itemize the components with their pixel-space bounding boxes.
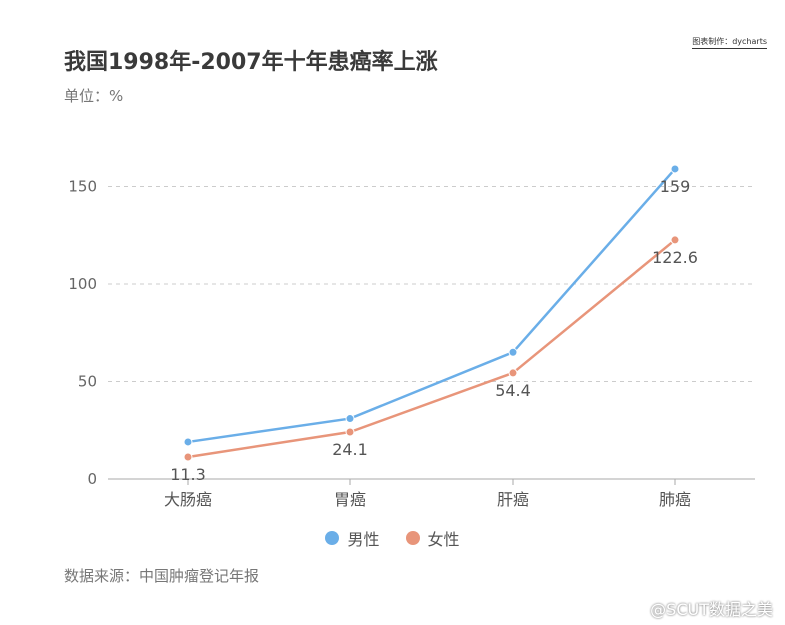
- chart-credit: 图表制作：dycharts: [692, 36, 767, 49]
- chart-title: 我国1998年-2007年十年患癌率上涨: [64, 50, 438, 75]
- series-line-male: [187, 168, 676, 444]
- legend-item-male[interactable]: 男性: [325, 526, 380, 550]
- data-source: 数据来源：中国肿瘤登记年报: [64, 567, 260, 585]
- data-label: 122.6: [652, 248, 698, 267]
- legend-item-female[interactable]: 女性: [405, 526, 460, 550]
- data-point: [345, 414, 355, 424]
- data-point: [183, 437, 193, 447]
- data-point: [508, 347, 518, 357]
- legend-label-male: 男性: [347, 530, 380, 549]
- x-tick-label: 大肠癌: [164, 490, 212, 509]
- watermark: @SCUT数据之美: [650, 600, 773, 619]
- y-tick-label: 0: [87, 470, 97, 488]
- legend-label-female: 女性: [427, 530, 460, 549]
- y-tick-label: 150: [68, 178, 97, 196]
- x-tick-label: 肝癌: [497, 490, 529, 509]
- y-tick-label: 50: [78, 373, 97, 391]
- legend-swatch-male: [325, 531, 340, 545]
- data-point: [508, 368, 518, 378]
- unit-label: 单位：%: [64, 87, 124, 105]
- line-chart: 0 50 100 150 大肠癌 胃癌 肝癌 肺癌 159 11.3 24.1 54.4 122.6: [68, 164, 755, 509]
- data-point: [670, 164, 680, 174]
- data-point: [183, 452, 193, 462]
- data-label: 11.3: [170, 465, 206, 484]
- legend: 男性 女性: [0, 526, 785, 550]
- data-point: [345, 427, 355, 437]
- data-label: 24.1: [332, 440, 368, 459]
- x-tick-label: 胃癌: [334, 490, 366, 509]
- x-tick-label: 肺癌: [659, 490, 691, 509]
- y-tick-label: 100: [68, 275, 97, 293]
- data-label: 159: [660, 177, 691, 196]
- data-label: 54.4: [495, 381, 531, 400]
- data-point: [670, 235, 680, 245]
- legend-swatch-female: [405, 531, 420, 545]
- series-line-female: [187, 238, 676, 459]
